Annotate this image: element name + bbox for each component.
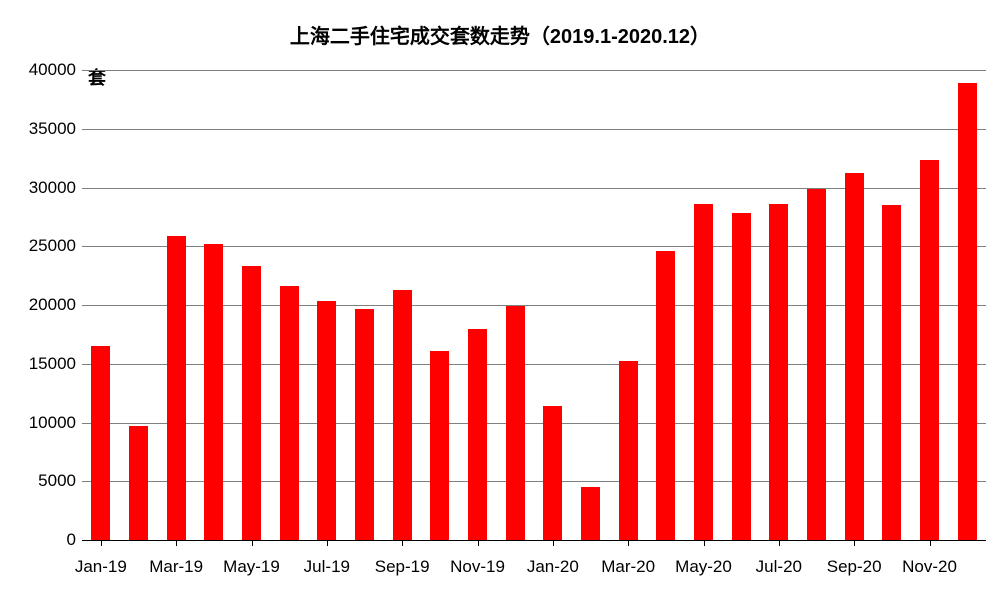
bar [619,361,638,540]
y-tick-label: 20000 [29,295,76,315]
x-tick [854,540,855,546]
x-tick-label: Jul-19 [304,557,350,577]
bars-container [82,70,986,540]
x-tick [628,540,629,546]
x-tick [176,540,177,546]
bar [769,204,788,540]
bar [807,189,826,540]
x-tick-label: Jul-20 [756,557,802,577]
bar [920,160,939,540]
x-tick [478,540,479,546]
x-tick-label: Mar-20 [601,557,655,577]
bar [91,346,110,540]
x-tick [327,540,328,546]
x-tick [252,540,253,546]
x-tick-label: Sep-20 [827,557,882,577]
x-tick-label: Nov-19 [450,557,505,577]
y-tick-label: 40000 [29,60,76,80]
bar [882,205,901,540]
x-tick-label: Nov-20 [902,557,957,577]
x-tick-label: May-20 [675,557,732,577]
bar [656,251,675,540]
bar [430,351,449,540]
x-tick-label: May-19 [223,557,280,577]
bar-chart: 上海二手住宅成交套数走势（2019.1-2020.12） 套 [0,0,1000,589]
x-axis-line [82,540,986,541]
bar [506,306,525,540]
y-tick-label: 5000 [38,471,76,491]
bar [280,286,299,540]
x-tick-label: Jan-20 [527,557,579,577]
bar [242,266,261,540]
bar [581,487,600,540]
x-tick [553,540,554,546]
bar [317,301,336,540]
bar [167,236,186,540]
x-tick-label: Sep-19 [375,557,430,577]
y-tick-label: 15000 [29,354,76,374]
bar [958,83,977,540]
chart-title: 上海二手住宅成交套数走势（2019.1-2020.12） [0,20,1000,49]
x-tick [101,540,102,546]
y-tick-label: 35000 [29,119,76,139]
bar [204,244,223,540]
y-tick-label: 30000 [29,178,76,198]
x-tick-label: Jan-19 [75,557,127,577]
bar [732,213,751,540]
y-tick-label: 10000 [29,413,76,433]
bar [129,426,148,540]
x-tick [779,540,780,546]
y-tick-label: 25000 [29,236,76,256]
x-tick-label: Mar-19 [149,557,203,577]
x-tick [704,540,705,546]
bar [543,406,562,540]
x-tick [402,540,403,546]
bar [468,329,487,541]
x-tick [930,540,931,546]
bar [355,309,374,540]
bar [694,204,713,540]
bar [393,290,412,540]
y-tick-label: 0 [67,530,76,550]
bar [845,173,864,540]
